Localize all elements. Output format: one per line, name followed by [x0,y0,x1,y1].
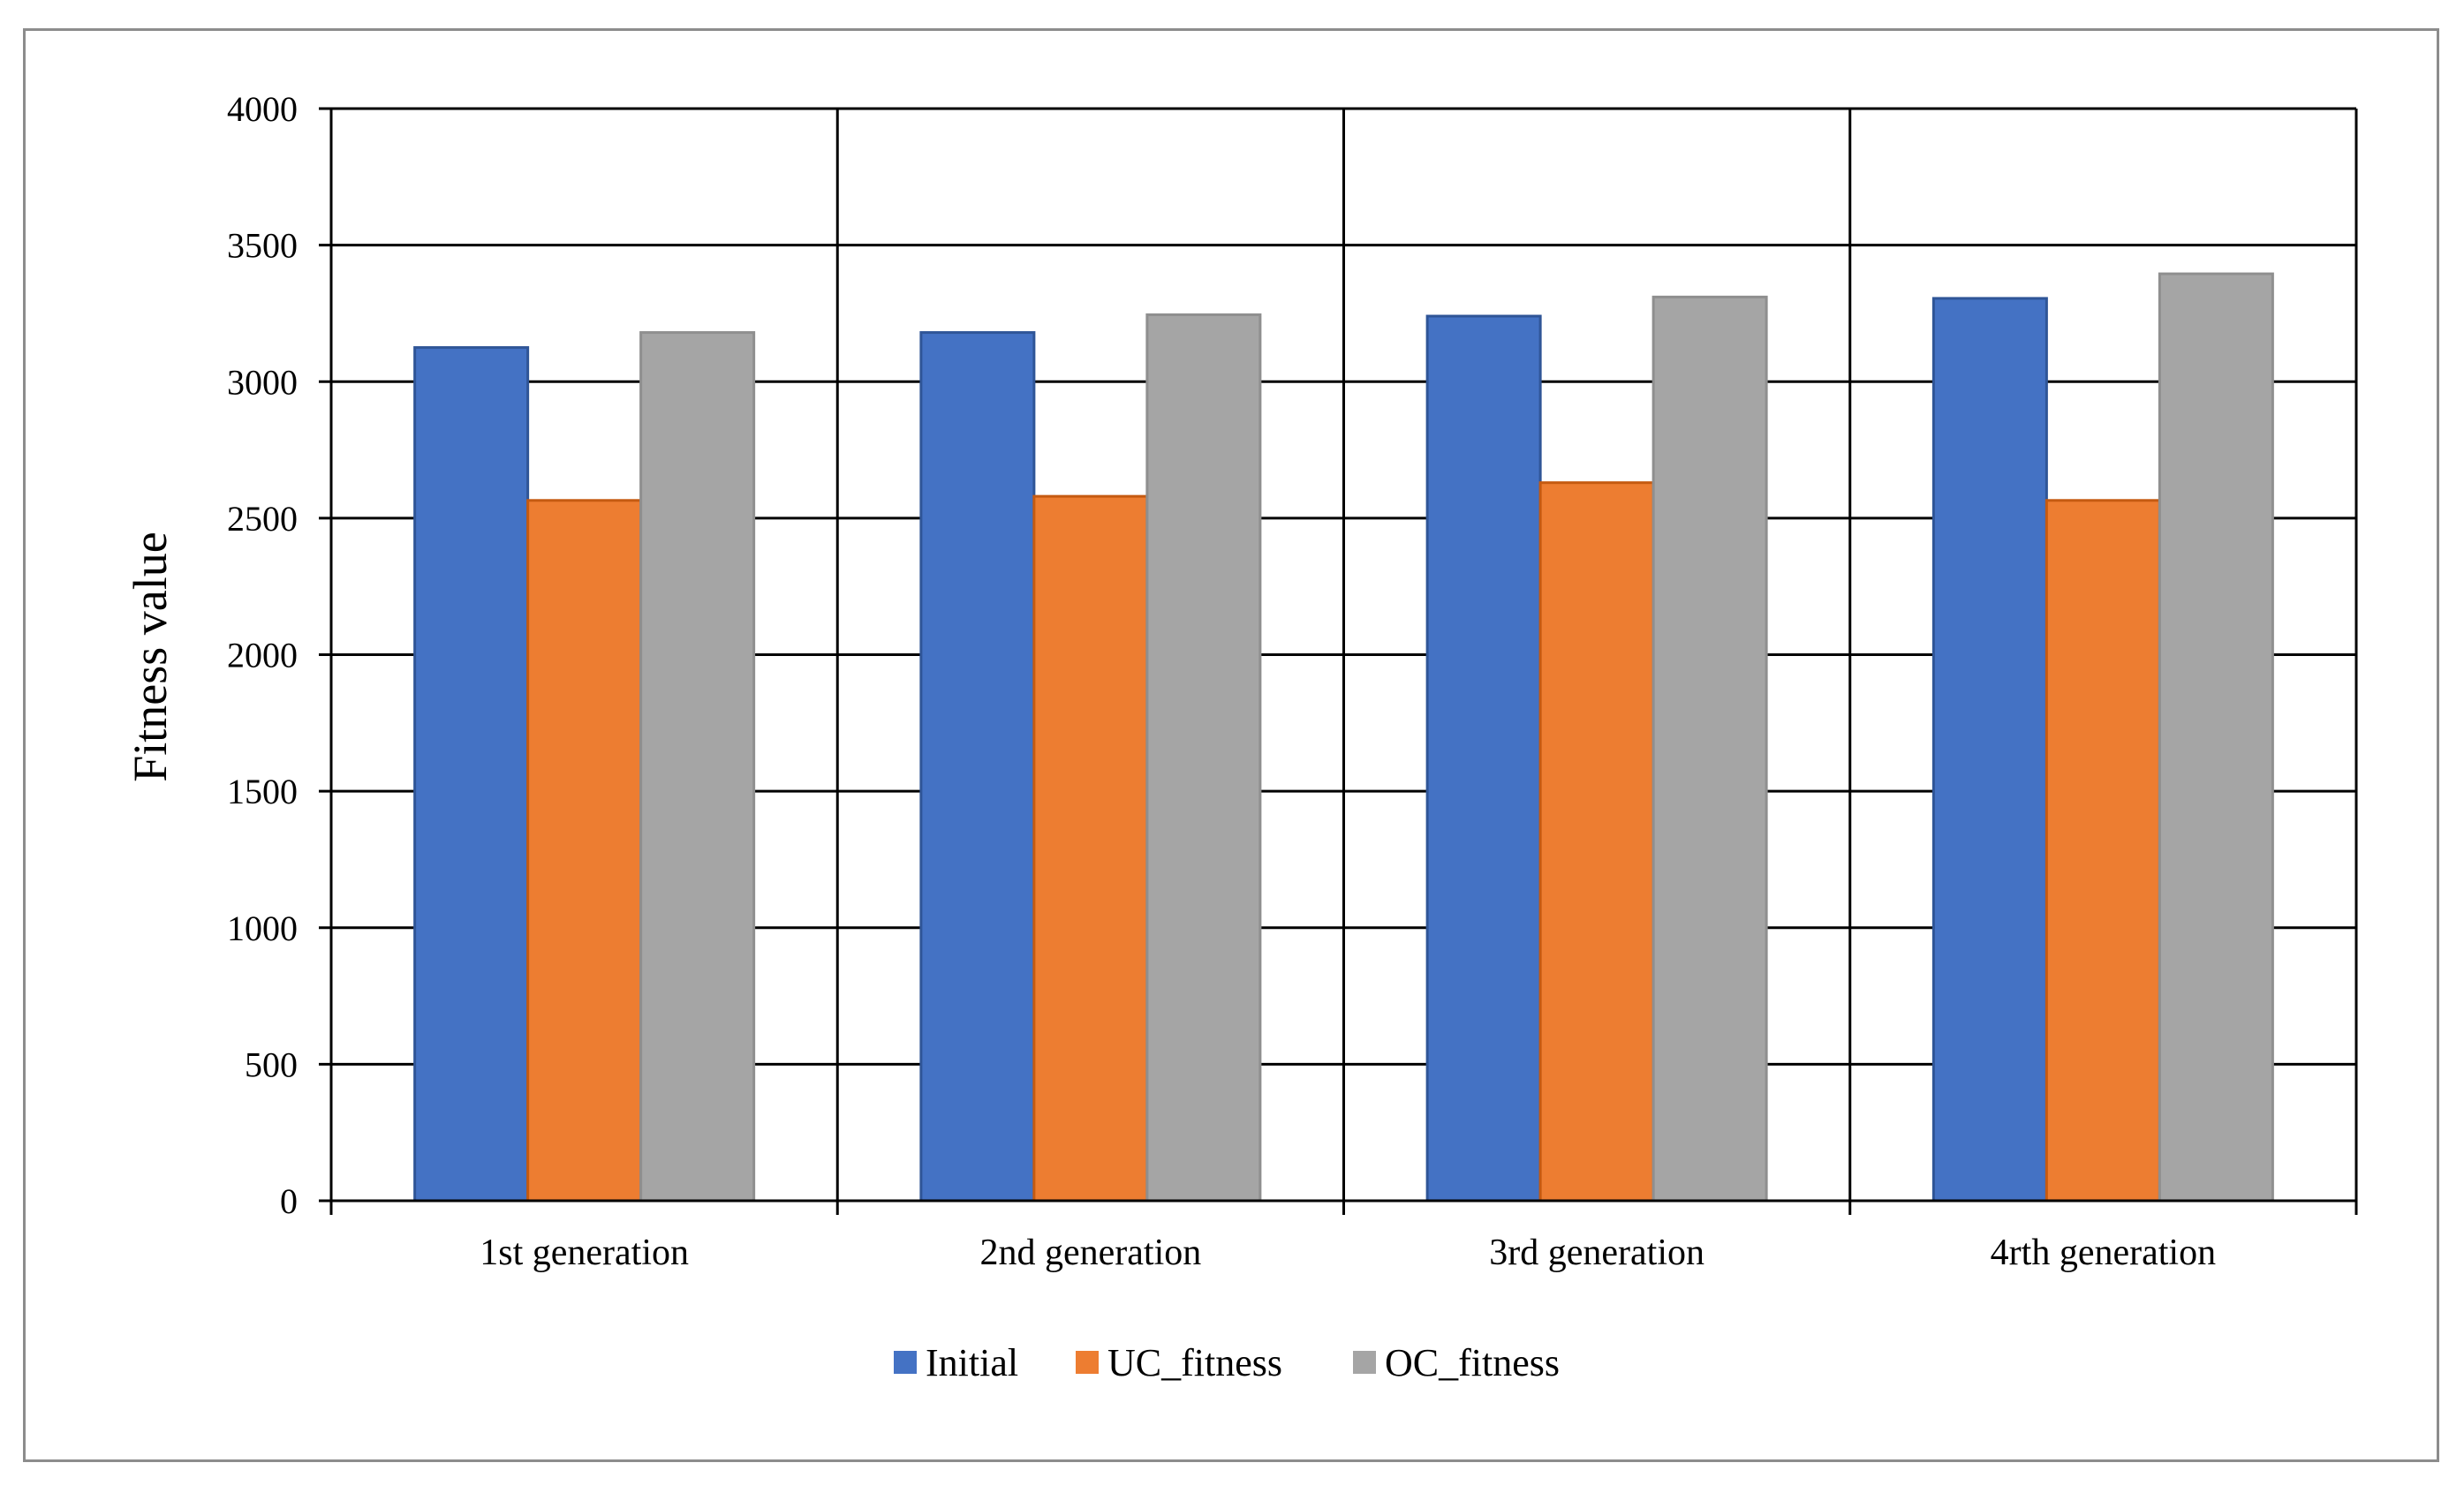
legend-swatch [1353,1351,1376,1374]
x-tick-label: 4rth generation [1991,1233,2216,1273]
bar-initial [1931,297,2048,1203]
legend-label: UC_fitness [1107,1341,1282,1384]
y-tick-label: 2000 [227,636,298,675]
legend-swatch [1076,1351,1099,1374]
bar-oc-fitness [2158,272,2274,1203]
y-tick-label: 3500 [227,226,298,266]
bar-initial [413,346,530,1203]
y-axis-title: Fitness value [124,532,177,781]
bar-oc-fitness [1651,295,1768,1203]
axes: 0 500 1000 1500 2000 2500 3000 3500 4000 1st gene… [227,89,2356,1273]
y-tick-label: 1000 [227,909,298,948]
bars [413,272,2274,1203]
x-tick-label: 1st generation [480,1233,689,1273]
bar-oc-fitness [639,331,756,1203]
legend-swatch [894,1351,917,1374]
y-tick-label: 1500 [227,772,298,811]
bar-uc-fitness [1538,481,1655,1203]
bar-uc-fitness [526,499,643,1203]
bar-oc-fitness [1145,313,1262,1203]
y-tick-label: 3000 [227,362,298,402]
bar-initial [1425,314,1542,1203]
y-tick-label: 4000 [227,89,298,129]
bar-initial [919,331,1036,1203]
bar-uc-fitness [2045,499,2161,1203]
legend-label: Initial [926,1341,1018,1384]
legend: Initial UC_fitness OC_fitness [894,1341,1560,1384]
x-tick-label: 2nd generation [980,1233,1202,1273]
legend-label: OC_fitness [1385,1341,1560,1384]
y-tick-label: 0 [280,1181,298,1221]
y-tick-label: 2500 [227,499,298,539]
y-tick-label: 500 [245,1044,298,1084]
bar-uc-fitness [1032,494,1149,1203]
x-tick-label: 3rd generation [1489,1233,1704,1273]
